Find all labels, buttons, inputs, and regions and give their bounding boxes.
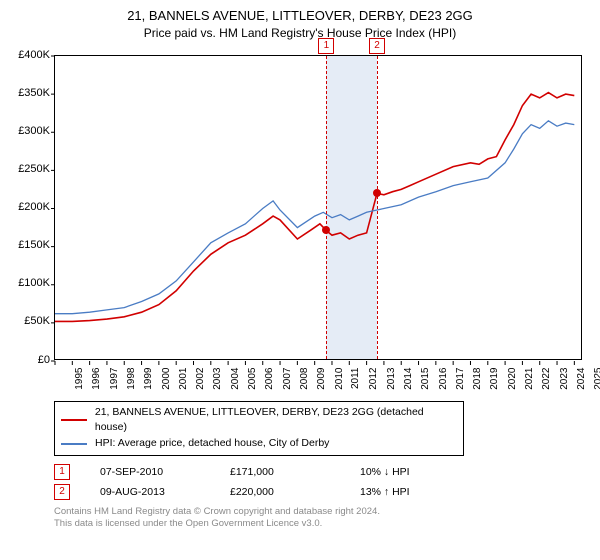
x-tick-label: 2019 bbox=[489, 367, 500, 389]
x-tick-label: 2002 bbox=[195, 367, 206, 389]
x-tick-label: 2025 bbox=[593, 367, 600, 389]
sale-marker-box: 2 bbox=[369, 38, 385, 54]
x-tick-label: 2024 bbox=[576, 367, 587, 389]
x-tick-label: 2000 bbox=[160, 367, 171, 389]
x-tick-label: 2007 bbox=[281, 367, 292, 389]
legend-swatch-property bbox=[61, 419, 87, 421]
x-tick-label: 2016 bbox=[437, 367, 448, 389]
plot-area: 12 bbox=[54, 55, 582, 360]
x-tick-label: 2014 bbox=[403, 367, 414, 389]
chart-subtitle: Price paid vs. HM Land Registry's House … bbox=[10, 26, 590, 40]
series-hpi bbox=[55, 120, 574, 313]
sale-price-2: £220,000 bbox=[230, 486, 360, 498]
x-tick-label: 2018 bbox=[472, 367, 483, 389]
y-tick-label: £0 bbox=[10, 354, 50, 366]
x-tick-label: 1995 bbox=[74, 367, 85, 389]
figure: 21, BANNELS AVENUE, LITTLEOVER, DERBY, D… bbox=[0, 0, 600, 560]
sale-marker-box: 1 bbox=[318, 38, 334, 54]
x-tick-label: 2022 bbox=[541, 367, 552, 389]
sale-delta-1: 10% ↓ HPI bbox=[360, 466, 490, 478]
x-tick-label: 2009 bbox=[316, 367, 327, 389]
y-tick-label: £350K bbox=[10, 87, 50, 99]
sale-marker-1: 1 bbox=[54, 464, 70, 480]
y-tick-label: £150K bbox=[10, 239, 50, 251]
series-property bbox=[55, 92, 574, 321]
x-tick-label: 2013 bbox=[385, 367, 396, 389]
sale-vline bbox=[326, 56, 327, 359]
x-tick-label: 2021 bbox=[524, 367, 535, 389]
x-tick-label: 1996 bbox=[91, 367, 102, 389]
line-series-svg bbox=[55, 56, 583, 361]
x-tick-label: 2006 bbox=[264, 367, 275, 389]
legend: 21, BANNELS AVENUE, LITTLEOVER, DERBY, D… bbox=[54, 401, 464, 456]
legend-item-property: 21, BANNELS AVENUE, LITTLEOVER, DERBY, D… bbox=[61, 405, 457, 437]
y-tick-label: £250K bbox=[10, 163, 50, 175]
legend-label-property: 21, BANNELS AVENUE, LITTLEOVER, DERBY, D… bbox=[95, 405, 457, 437]
y-tick-label: £300K bbox=[10, 125, 50, 137]
x-tick-label: 2010 bbox=[333, 367, 344, 389]
x-tick-label: 2020 bbox=[507, 367, 518, 389]
y-tick-label: £400K bbox=[10, 49, 50, 61]
sale-dot bbox=[322, 226, 330, 234]
x-tick-label: 2015 bbox=[420, 367, 431, 389]
y-tick-label: £50K bbox=[10, 315, 50, 327]
x-tick-label: 2012 bbox=[368, 367, 379, 389]
x-tick-label: 2003 bbox=[212, 367, 223, 389]
sale-marker-2: 2 bbox=[54, 484, 70, 500]
y-tick-label: £100K bbox=[10, 277, 50, 289]
legend-swatch-hpi bbox=[61, 443, 87, 445]
x-tick-label: 2023 bbox=[558, 367, 569, 389]
sale-price-1: £171,000 bbox=[230, 466, 360, 478]
legend-item-hpi: HPI: Average price, detached house, City… bbox=[61, 436, 457, 452]
x-tick-label: 2011 bbox=[350, 367, 361, 389]
x-tick-label: 1999 bbox=[143, 367, 154, 389]
footer: Contains HM Land Registry data © Crown c… bbox=[54, 506, 590, 531]
sale-row-1: 1 07-SEP-2010 £171,000 10% ↓ HPI bbox=[54, 464, 590, 480]
x-tick-label: 2017 bbox=[455, 367, 466, 389]
sale-row-2: 2 09-AUG-2013 £220,000 13% ↑ HPI bbox=[54, 484, 590, 500]
x-tick-label: 2008 bbox=[299, 367, 310, 389]
footer-line-2: This data is licensed under the Open Gov… bbox=[54, 518, 590, 530]
chart-title: 21, BANNELS AVENUE, LITTLEOVER, DERBY, D… bbox=[10, 8, 590, 24]
sale-vline bbox=[377, 56, 378, 359]
x-tick-label: 2005 bbox=[247, 367, 258, 389]
sale-dot bbox=[373, 189, 381, 197]
x-tick-label: 1998 bbox=[126, 367, 137, 389]
footer-line-1: Contains HM Land Registry data © Crown c… bbox=[54, 506, 590, 518]
sale-delta-2: 13% ↑ HPI bbox=[360, 486, 490, 498]
sale-date-2: 09-AUG-2013 bbox=[100, 486, 230, 498]
x-tick-label: 1997 bbox=[108, 367, 119, 389]
x-tick-label: 2001 bbox=[178, 367, 189, 389]
chart-area: £0£50K£100K£150K£200K£250K£300K£350K£400… bbox=[10, 55, 590, 395]
y-tick-label: £200K bbox=[10, 201, 50, 213]
x-tick-label: 2004 bbox=[230, 367, 241, 389]
sales-table: 1 07-SEP-2010 £171,000 10% ↓ HPI 2 09-AU… bbox=[54, 464, 590, 500]
sale-date-1: 07-SEP-2010 bbox=[100, 466, 230, 478]
legend-label-hpi: HPI: Average price, detached house, City… bbox=[95, 436, 329, 452]
